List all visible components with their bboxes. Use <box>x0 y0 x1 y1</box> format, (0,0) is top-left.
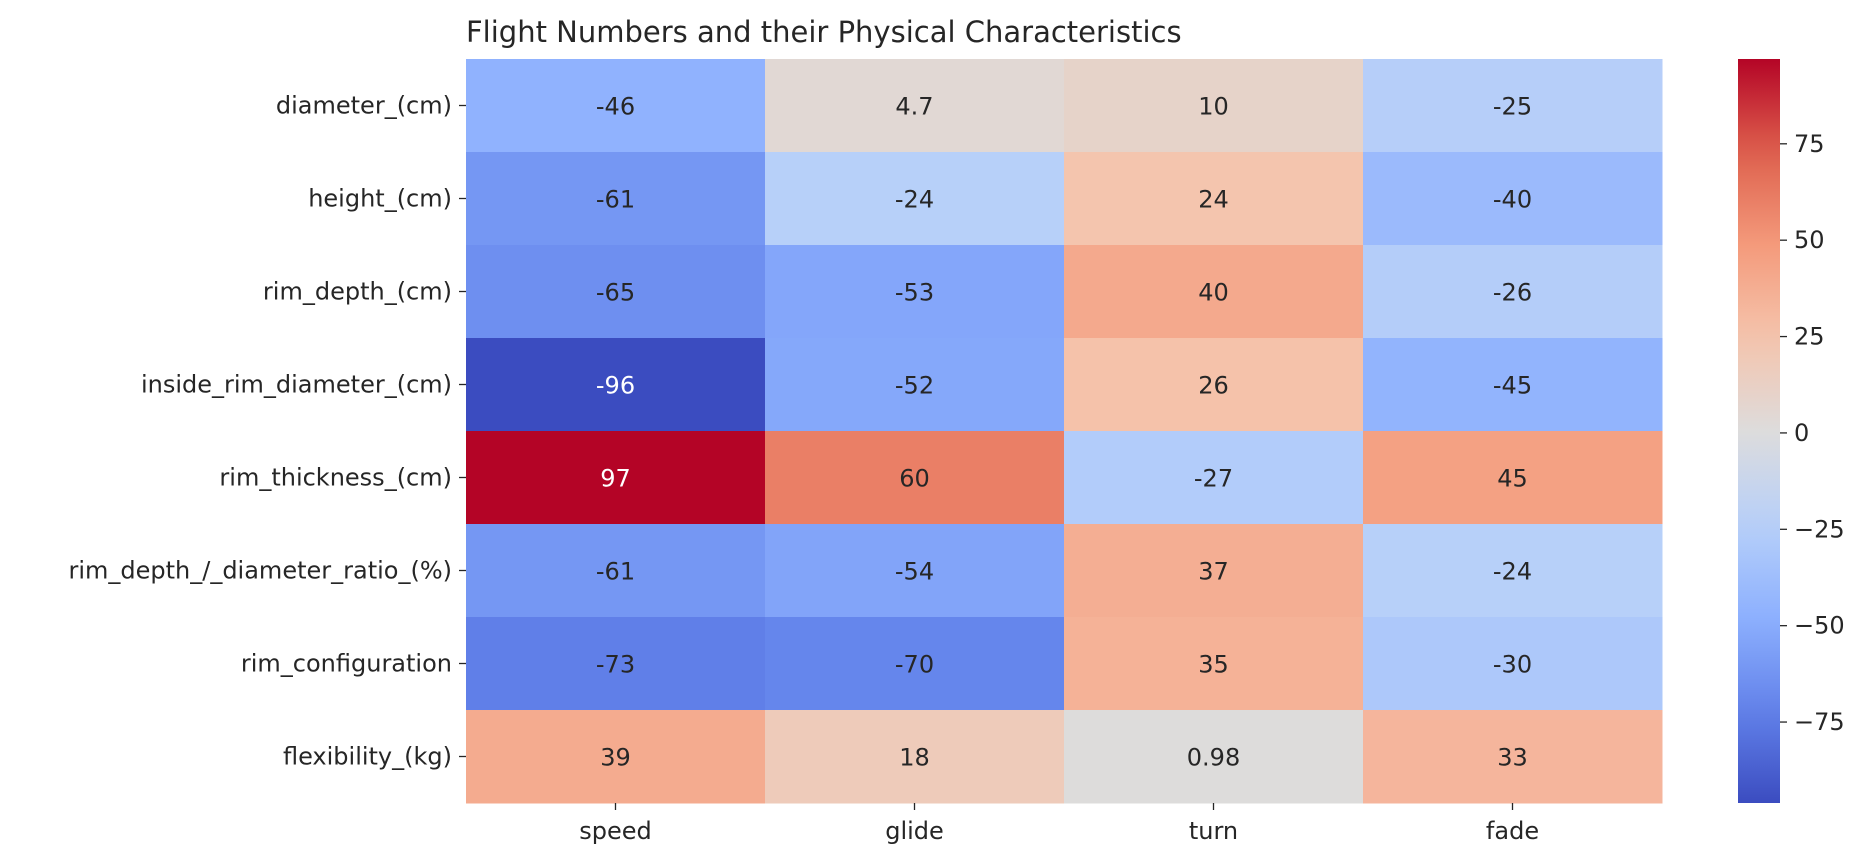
cell-value-label: -52 <box>895 372 934 400</box>
cell-value-label: -25 <box>1493 93 1532 121</box>
heatmap-cell <box>466 431 766 525</box>
heatmap-cell <box>1064 617 1364 711</box>
x-tick-label: fade <box>1486 817 1539 845</box>
heatmap-cell <box>1064 710 1364 804</box>
heatmap-cell <box>765 59 1065 153</box>
column-labels: speed glide turn fade <box>579 803 1539 845</box>
y-tick-label: rim_depth_(cm) <box>263 278 452 306</box>
cell-value-label: -27 <box>1194 465 1233 493</box>
cell-value-label: 0.98 <box>1187 744 1240 772</box>
heatmap-cell <box>1064 338 1364 432</box>
cell-value-label: -65 <box>596 279 635 307</box>
cell-value-label: -30 <box>1493 651 1532 679</box>
cell-value-label: 40 <box>1198 279 1229 307</box>
heatmap-cell <box>1363 338 1663 432</box>
heatmap-cell <box>765 617 1065 711</box>
heatmap-cell <box>765 152 1065 246</box>
heatmap-cell <box>765 524 1065 618</box>
heatmap-cell <box>1363 617 1663 711</box>
heatmap-cell <box>1064 152 1364 246</box>
y-tick-label: flexibility_(kg) <box>283 743 452 771</box>
heatmap-cell <box>466 152 766 246</box>
heatmap-cell <box>1363 245 1663 339</box>
cell-value-label: 39 <box>600 744 631 772</box>
y-tick-label: rim_configuration <box>241 650 452 678</box>
heatmap-cell <box>1363 431 1663 525</box>
cell-value-label: 24 <box>1198 186 1229 214</box>
heatmap-cell <box>1064 431 1364 525</box>
colorbar-tick-label: 0 <box>1794 419 1809 447</box>
heatmap-cell <box>765 431 1065 525</box>
x-tick-label: speed <box>579 817 652 845</box>
colorbar-tick-label: −50 <box>1794 612 1845 640</box>
cell-value-label: -53 <box>895 279 934 307</box>
heatmap-cell <box>1363 152 1663 246</box>
heatmap-cell <box>466 524 766 618</box>
heatmap-cell <box>466 59 766 153</box>
cell-value-label: 18 <box>899 744 930 772</box>
cell-value-label: 33 <box>1497 744 1528 772</box>
cell-value-label: -73 <box>596 651 635 679</box>
colorbar-tick-label: 75 <box>1794 130 1825 158</box>
y-tick-label: rim_thickness_(cm) <box>219 464 452 492</box>
heatmap-cell <box>1363 710 1663 804</box>
x-tick-label: glide <box>885 817 944 845</box>
row-labels: diameter_(cm) height_(cm) rim_depth_(cm)in… <box>68 92 466 771</box>
heatmap-cell <box>466 617 766 711</box>
heatmap-cell <box>1363 59 1663 153</box>
colorbar-tick-label: 50 <box>1794 226 1825 254</box>
heatmap-cell <box>466 338 766 432</box>
heatmap-cell <box>1064 245 1364 339</box>
heatmap-cell <box>1363 524 1663 618</box>
y-tick-label: height_(cm) <box>308 185 452 213</box>
cell-value-label: -26 <box>1493 279 1532 307</box>
x-tick-label: turn <box>1189 817 1238 845</box>
heatmap-cell <box>765 338 1065 432</box>
colorbar: 75 50 25 0 −25 −50 −75 <box>1738 59 1845 803</box>
heatmap-cells: -46 4.7 10 -25 -61 -24 24 -40 -65 -53 40 -26 -96 -52 2… <box>466 59 1663 804</box>
cell-value-label: -70 <box>895 651 934 679</box>
cell-value-label: -24 <box>895 186 934 214</box>
y-tick-label: inside_rim_diameter_(cm) <box>141 371 452 399</box>
cell-value-label: -61 <box>596 558 635 586</box>
cell-value-label: -46 <box>596 93 635 121</box>
cell-value-label: -24 <box>1493 558 1532 586</box>
cell-value-label: 10 <box>1198 93 1229 121</box>
cell-value-label: -40 <box>1493 186 1532 214</box>
y-tick-label: diameter_(cm) <box>276 92 452 120</box>
cell-value-label: 45 <box>1497 465 1528 493</box>
heatmap-cell <box>466 710 766 804</box>
cell-value-label: 26 <box>1198 372 1229 400</box>
cell-value-label: -54 <box>895 558 934 586</box>
colorbar-gradient <box>1738 59 1780 803</box>
cell-value-label: -96 <box>596 372 635 400</box>
y-tick-label: rim_depth_/_diameter_ratio_(%) <box>68 557 452 585</box>
colorbar-tick-label: −75 <box>1794 708 1845 736</box>
colorbar-tick-label: 25 <box>1794 323 1825 351</box>
cell-value-label: 35 <box>1198 651 1229 679</box>
cell-value-label: -45 <box>1493 372 1532 400</box>
cell-value-label: 4.7 <box>895 93 933 121</box>
cell-value-label: 37 <box>1198 558 1229 586</box>
chart-title: Flight Numbers and their Physical Charac… <box>466 15 1182 49</box>
heatmap-cell <box>1064 524 1364 618</box>
colorbar-tick-label: −25 <box>1794 515 1845 543</box>
heatmap-cell <box>765 245 1065 339</box>
heatmap-cell <box>765 710 1065 804</box>
cell-value-label: 97 <box>600 465 631 493</box>
heatmap-cell <box>466 245 766 339</box>
heatmap-cell <box>1064 59 1364 153</box>
cell-value-label: 60 <box>899 465 930 493</box>
cell-value-label: -61 <box>596 186 635 214</box>
